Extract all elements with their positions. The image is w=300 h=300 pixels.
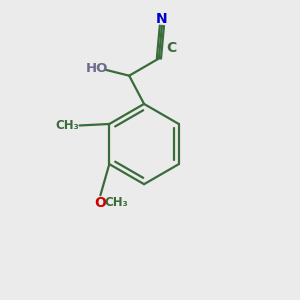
Text: C: C xyxy=(166,41,176,55)
Text: HO: HO xyxy=(86,62,108,75)
Text: CH₃: CH₃ xyxy=(55,119,79,132)
Text: N: N xyxy=(156,12,168,26)
Text: O: O xyxy=(94,196,106,210)
Text: CH₃: CH₃ xyxy=(105,196,129,209)
